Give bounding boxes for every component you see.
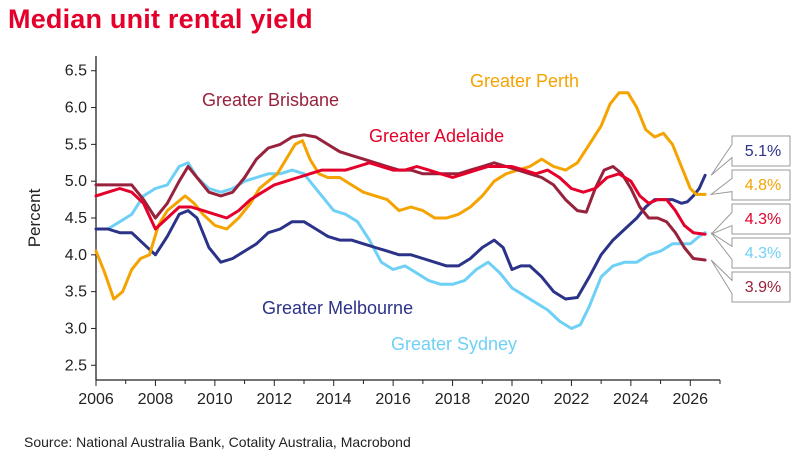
source-note: Source: National Australia Bank, Cotalit… [24, 434, 411, 450]
callout-box [710, 232, 791, 269]
x-tick-label: 2024 [613, 391, 649, 408]
y-tick-label: 6.0 [65, 100, 87, 117]
x-tick-label: 2016 [375, 391, 411, 408]
series-lines [94, 91, 707, 330]
y-tick-label: 4.0 [65, 247, 87, 264]
end-value-label: 4.3% [745, 245, 781, 262]
y-tick-label: 3.5 [65, 284, 87, 301]
x-tick-label: 2008 [138, 391, 174, 408]
series-label-greater-adelaide: Greater Adelaide [369, 126, 504, 146]
y-tick-label: 5.0 [65, 173, 87, 190]
y-tick-label: 6.5 [65, 63, 87, 80]
y-axis-label: Percent [25, 188, 44, 247]
y-tick-label: 5.5 [65, 136, 87, 153]
end-callout-greater-sydney: 4.3% [710, 232, 791, 269]
x-tick-label: 2014 [316, 391, 352, 408]
end-value-callouts: 5.1% 4.8% 4.3% 4.3% 3.9% [709, 135, 791, 303]
end-value-label: 5.1% [745, 143, 781, 160]
end-value-label: 3.9% [745, 279, 781, 296]
end-value-label: 4.8% [745, 177, 781, 194]
series-label-greater-sydney: Greater Sydney [391, 334, 517, 354]
x-tick-label: 2006 [78, 391, 114, 408]
series-line-greater-brisbane [94, 133, 707, 262]
series-label-greater-brisbane: Greater Brisbane [202, 90, 339, 110]
callout-box [709, 169, 791, 201]
series-labels: Greater Perth Greater Brisbane Greater Ade… [202, 71, 579, 354]
end-callout-greater-melbourne: 5.1% [710, 135, 791, 176]
callout-box [710, 203, 791, 235]
series-label-greater-melbourne: Greater Melbourne [262, 298, 413, 318]
callout-box [710, 259, 791, 303]
series-line-greater-adelaide [94, 161, 707, 236]
x-tick-label: 2022 [554, 391, 590, 408]
end-callout-greater-brisbane: 3.9% [710, 259, 791, 303]
series-label-greater-perth: Greater Perth [470, 71, 579, 91]
end-value-label: 4.3% [745, 211, 781, 228]
x-tick-label: 2026 [672, 391, 708, 408]
series-line-greater-perth [94, 91, 707, 301]
x-tick-label: 2018 [435, 391, 471, 408]
axes: 2.5 3.0 3.5 4.0 4.5 5.0 5.5 6.0 6.5 2006 2008 2010 2… [25, 56, 721, 408]
end-callout-greater-adelaide: 4.3% [710, 203, 791, 235]
y-tick-label: 2.5 [65, 357, 87, 374]
y-tick-label: 3.0 [65, 320, 87, 337]
y-tick-label: 4.5 [65, 210, 87, 227]
series-line-greater-melbourne [94, 173, 707, 301]
x-tick-label: 2020 [494, 391, 530, 408]
chart-title: Median unit rental yield [8, 4, 313, 34]
callout-box [710, 135, 791, 176]
end-callout-greater-perth: 4.8% [709, 169, 791, 201]
x-tick-label: 2012 [256, 391, 292, 408]
x-tick-label: 2010 [197, 391, 233, 408]
